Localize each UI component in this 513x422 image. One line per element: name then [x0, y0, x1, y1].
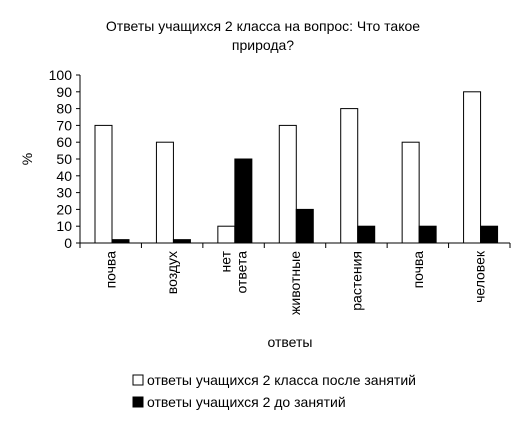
x-category-label: нет ответа — [218, 250, 250, 293]
x-category-text: нет — [218, 250, 234, 272]
x-category-text: человек — [471, 250, 487, 303]
y-tick-label: 20 — [56, 201, 72, 217]
axes — [79, 75, 511, 248]
bars — [94, 91, 499, 244]
legend-swatch — [132, 396, 144, 408]
x-category-text: растения — [348, 251, 364, 311]
y-tick-label: 80 — [56, 101, 72, 117]
bar-after — [278, 124, 297, 244]
x-axis-label: ответы — [268, 334, 313, 350]
y-tick-label: 40 — [56, 168, 72, 184]
legend-swatch — [132, 374, 144, 386]
x-category-label: воздух — [164, 251, 180, 294]
legend: ответы учащихся 2 класса после занятий от… — [132, 372, 416, 410]
y-tick-label: 50 — [56, 151, 72, 167]
y-tick-label: 10 — [56, 218, 72, 234]
bar-before — [357, 225, 376, 244]
bar-after — [217, 225, 236, 244]
y-tick-label: 30 — [56, 185, 72, 201]
bar-before — [172, 239, 191, 244]
chart-title-line-2: природа? — [232, 37, 294, 53]
chart-title-line-1: Ответы учащихся 2 класса на вопрос: Что … — [106, 18, 420, 34]
x-category-text: ответа — [234, 251, 250, 294]
y-tick-label: 70 — [56, 117, 72, 133]
bar-before — [480, 225, 499, 244]
x-category-text: почва — [410, 251, 426, 289]
bar-after — [94, 124, 113, 244]
y-tick-label: 60 — [56, 134, 72, 150]
bar-after — [155, 141, 174, 244]
x-category-label: почва — [103, 251, 119, 289]
x-axis-categories: почва воздух нет ответа животные растения почв… — [103, 250, 488, 315]
bar-before — [418, 225, 437, 244]
y-axis-label: % — [19, 153, 35, 165]
bar-after — [340, 108, 359, 244]
x-category-label: животные — [287, 251, 303, 315]
x-category-text: животные — [287, 251, 303, 315]
y-tick-label: 0 — [64, 235, 72, 251]
y-tick-label: 100 — [49, 67, 73, 83]
x-category-text: воздух — [164, 251, 180, 294]
x-category-label: растения — [348, 251, 364, 311]
bar-after — [401, 141, 420, 244]
x-category-label: человек — [471, 250, 487, 303]
x-category-text: почва — [103, 251, 119, 289]
legend-label: ответы учащихся 2 до занятий — [147, 394, 346, 410]
legend-label: ответы учащихся 2 класса после занятий — [147, 372, 416, 388]
bar-after — [463, 91, 482, 244]
bar-before — [234, 158, 253, 244]
y-tick-label: 90 — [56, 84, 72, 100]
bar-before — [295, 208, 314, 244]
x-category-label: почва — [410, 251, 426, 289]
bar-before — [111, 239, 130, 244]
